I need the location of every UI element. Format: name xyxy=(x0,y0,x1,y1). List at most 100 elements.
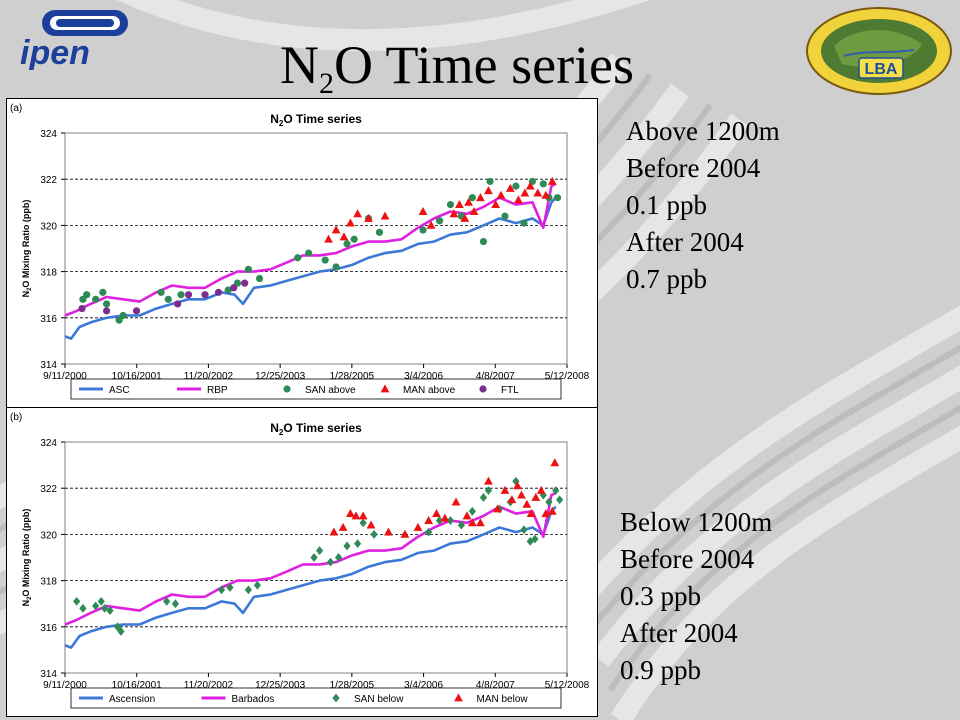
data-point xyxy=(550,458,560,467)
legend-label: Barbados xyxy=(232,694,275,705)
data-point xyxy=(541,509,551,518)
x-tick-label: 4/8/2007 xyxy=(476,371,515,382)
y-axis-label-sub: 2 xyxy=(27,596,33,600)
chart-panel-below: (b) N2O Time series 314 316 318 320 322 324 9/11… xyxy=(6,407,598,717)
data-point xyxy=(505,183,515,192)
data-point xyxy=(539,180,547,188)
x-tick-label: 3/4/2006 xyxy=(404,371,443,382)
note-line: Before 2004 xyxy=(620,544,755,574)
y-axis-label-part: O Mixing Ratio (ppb) xyxy=(21,509,31,597)
chart-title-sub: 2 xyxy=(279,119,284,128)
data-point xyxy=(353,209,362,218)
data-point xyxy=(541,190,551,199)
y-tick-label: 314 xyxy=(40,360,57,371)
x-tick-label: 11/20/2002 xyxy=(184,680,234,691)
data-point xyxy=(73,596,81,606)
chart-title: N2O Time series xyxy=(270,112,362,128)
slide-title: N2O Time series xyxy=(280,35,635,100)
x-tick-label: 10/16/2001 xyxy=(112,680,162,691)
y-axis-label: N2O Mixing Ratio (ppb) xyxy=(21,200,33,298)
data-point xyxy=(353,539,362,549)
y-axis-label-part: N xyxy=(21,600,31,607)
y-tick-label: 318 xyxy=(40,268,57,279)
data-point xyxy=(533,188,543,197)
panel-label: (a) xyxy=(10,103,22,114)
panel-label: (b) xyxy=(10,412,22,423)
x-tick-label: 3/4/2006 xyxy=(404,680,443,691)
data-point xyxy=(244,585,253,595)
y-tick-label: 316 xyxy=(40,314,57,325)
series-line xyxy=(64,196,557,340)
note-line: 0.3 ppb xyxy=(620,581,701,611)
data-point xyxy=(364,213,373,222)
legend-swatch xyxy=(454,693,463,702)
series-ascension xyxy=(64,505,557,649)
data-point xyxy=(468,506,476,516)
data-point xyxy=(310,553,318,562)
legend-label: SAN above xyxy=(305,385,356,396)
data-point xyxy=(339,232,349,241)
data-point xyxy=(329,527,339,536)
note-line: Below 1200m xyxy=(620,507,773,537)
data-point xyxy=(255,274,264,283)
data-point xyxy=(526,509,536,518)
data-point xyxy=(224,286,232,294)
data-point xyxy=(479,493,488,502)
data-point xyxy=(531,492,541,501)
legend-label: SAN below xyxy=(354,694,404,705)
y-axis-label: N2O Mixing Ratio (ppb) xyxy=(21,509,33,607)
y-tick-label: 320 xyxy=(40,221,57,232)
data-point xyxy=(106,606,114,616)
data-point xyxy=(305,249,313,257)
y-axis-label-part: O Mixing Ratio (ppb) xyxy=(21,200,31,288)
ipen-logo-text: ipen xyxy=(20,34,90,70)
data-point xyxy=(119,311,127,320)
note-line: After 2004 xyxy=(620,618,738,648)
data-point xyxy=(315,546,324,555)
data-point xyxy=(343,240,351,248)
data-point xyxy=(486,177,494,186)
series-line xyxy=(64,505,557,649)
series-man-above xyxy=(324,176,557,243)
data-point xyxy=(531,534,539,544)
data-point xyxy=(331,225,341,234)
series-rbp xyxy=(64,182,557,317)
legend-swatch xyxy=(479,385,487,393)
data-point xyxy=(163,596,171,606)
data-point xyxy=(460,213,470,222)
x-tick-label: 11/20/2002 xyxy=(184,371,234,382)
data-point xyxy=(92,295,100,303)
legend-label: FTL xyxy=(501,385,519,396)
data-point xyxy=(346,218,355,227)
data-point xyxy=(370,530,378,539)
data-point xyxy=(432,509,441,518)
data-point xyxy=(83,291,91,299)
legend-label: MAN above xyxy=(403,385,456,396)
data-point xyxy=(164,295,172,303)
data-point xyxy=(517,490,526,499)
data-point xyxy=(359,518,367,528)
chart-title-part: N xyxy=(270,421,279,435)
data-point xyxy=(547,176,557,185)
data-point xyxy=(468,194,476,202)
chart-below: (b)N2O Time series3143163183203223249/11… xyxy=(10,412,590,709)
data-point xyxy=(321,256,329,264)
legend-box xyxy=(70,687,562,709)
data-point xyxy=(520,188,530,197)
chart-panel-above: (a) N2O Time series 314 316 318 320 322 324 9/11… xyxy=(6,98,598,408)
data-point xyxy=(334,553,343,562)
note-line: 0.7 ppb xyxy=(626,264,707,294)
y-axis-label-sub: 2 xyxy=(27,287,33,291)
data-point xyxy=(117,627,125,636)
data-point xyxy=(455,200,464,209)
data-point xyxy=(157,288,165,296)
y-tick-label: 318 xyxy=(40,577,57,588)
x-tick-label: 9/11/2000 xyxy=(43,680,87,691)
series-line xyxy=(64,182,557,317)
data-point xyxy=(132,307,141,315)
data-point xyxy=(469,206,479,215)
data-point xyxy=(446,516,455,525)
data-point xyxy=(426,220,436,229)
data-point xyxy=(493,504,502,513)
data-point xyxy=(101,603,109,613)
